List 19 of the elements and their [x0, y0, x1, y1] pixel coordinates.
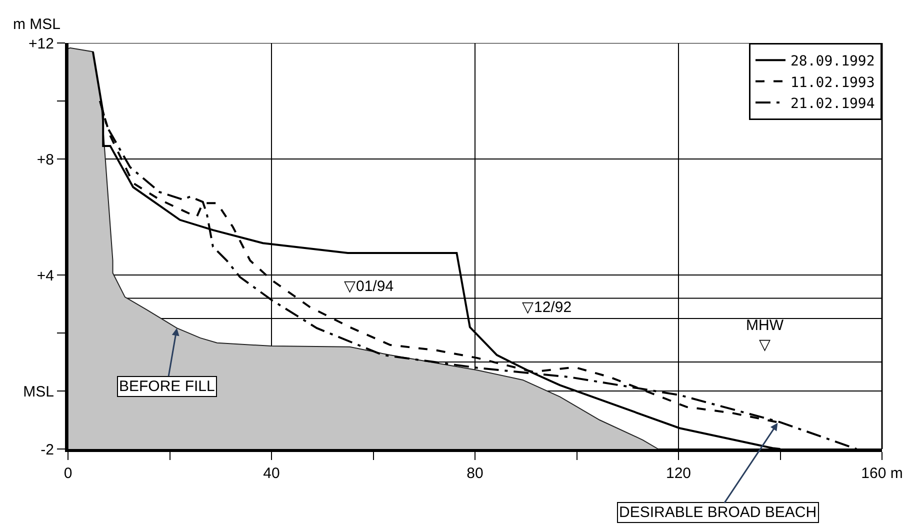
y-axis-title: m MSL — [13, 16, 61, 33]
legend-label: 21.02.1994 — [790, 96, 875, 112]
annotation: ▽12/92 — [522, 299, 572, 316]
y-tick-label: +12 — [28, 35, 54, 52]
annotation: MHW ▽ — [746, 317, 784, 354]
x-tick-label: 80 — [466, 465, 484, 482]
annotation: ▽01/94 — [344, 278, 394, 295]
y-tick-label: +4 — [36, 267, 54, 284]
annotation: DESIRABLE BROAD BEACH — [619, 504, 817, 521]
annotation: BEFORE FILL — [119, 378, 215, 395]
x-tick-label: 40 — [263, 465, 280, 482]
y-tick-label: +8 — [36, 151, 54, 168]
legend-label: 28.09.1992 — [790, 54, 875, 70]
y-tick-label: -2 — [40, 441, 54, 458]
x-tick-label: 0 — [64, 465, 72, 482]
x-tick-label: 160 m — [861, 465, 903, 482]
legend-label: 11.02.1993 — [790, 74, 875, 91]
y-tick-label: MSL — [23, 383, 54, 400]
x-tick-label: 120 — [666, 465, 692, 482]
